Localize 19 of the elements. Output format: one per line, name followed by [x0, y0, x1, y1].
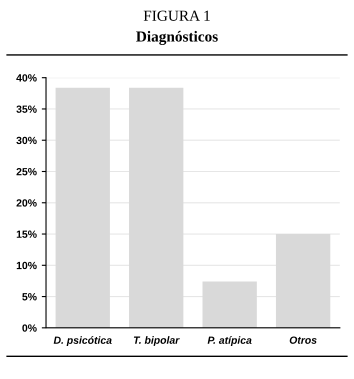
x-tick-label: P. atípica [208, 336, 252, 346]
y-tick-label: 40% [16, 74, 37, 82]
y-tick-label: 35% [16, 105, 37, 113]
x-tick-label: Otros [290, 336, 317, 344]
bar [56, 88, 110, 328]
y-tick-label: 15% [16, 230, 37, 238]
y-tick-label: 25% [16, 168, 37, 176]
y-tick-label: 5% [22, 293, 37, 300]
y-tick-label: 0% [22, 324, 37, 332]
chart-subtitle: Diagnósticos [136, 30, 218, 45]
chart-title: FIGURA 1 [144, 10, 210, 21]
bar [202, 282, 257, 328]
x-tick-label: D. psicótica [54, 336, 112, 346]
y-tick-label: 20% [16, 199, 37, 207]
y-tick-label: 30% [16, 136, 37, 144]
y-tick-label: 10% [16, 262, 37, 270]
bar [129, 88, 184, 328]
x-tick-label: T. bipolar [134, 336, 180, 346]
bar [276, 234, 330, 328]
